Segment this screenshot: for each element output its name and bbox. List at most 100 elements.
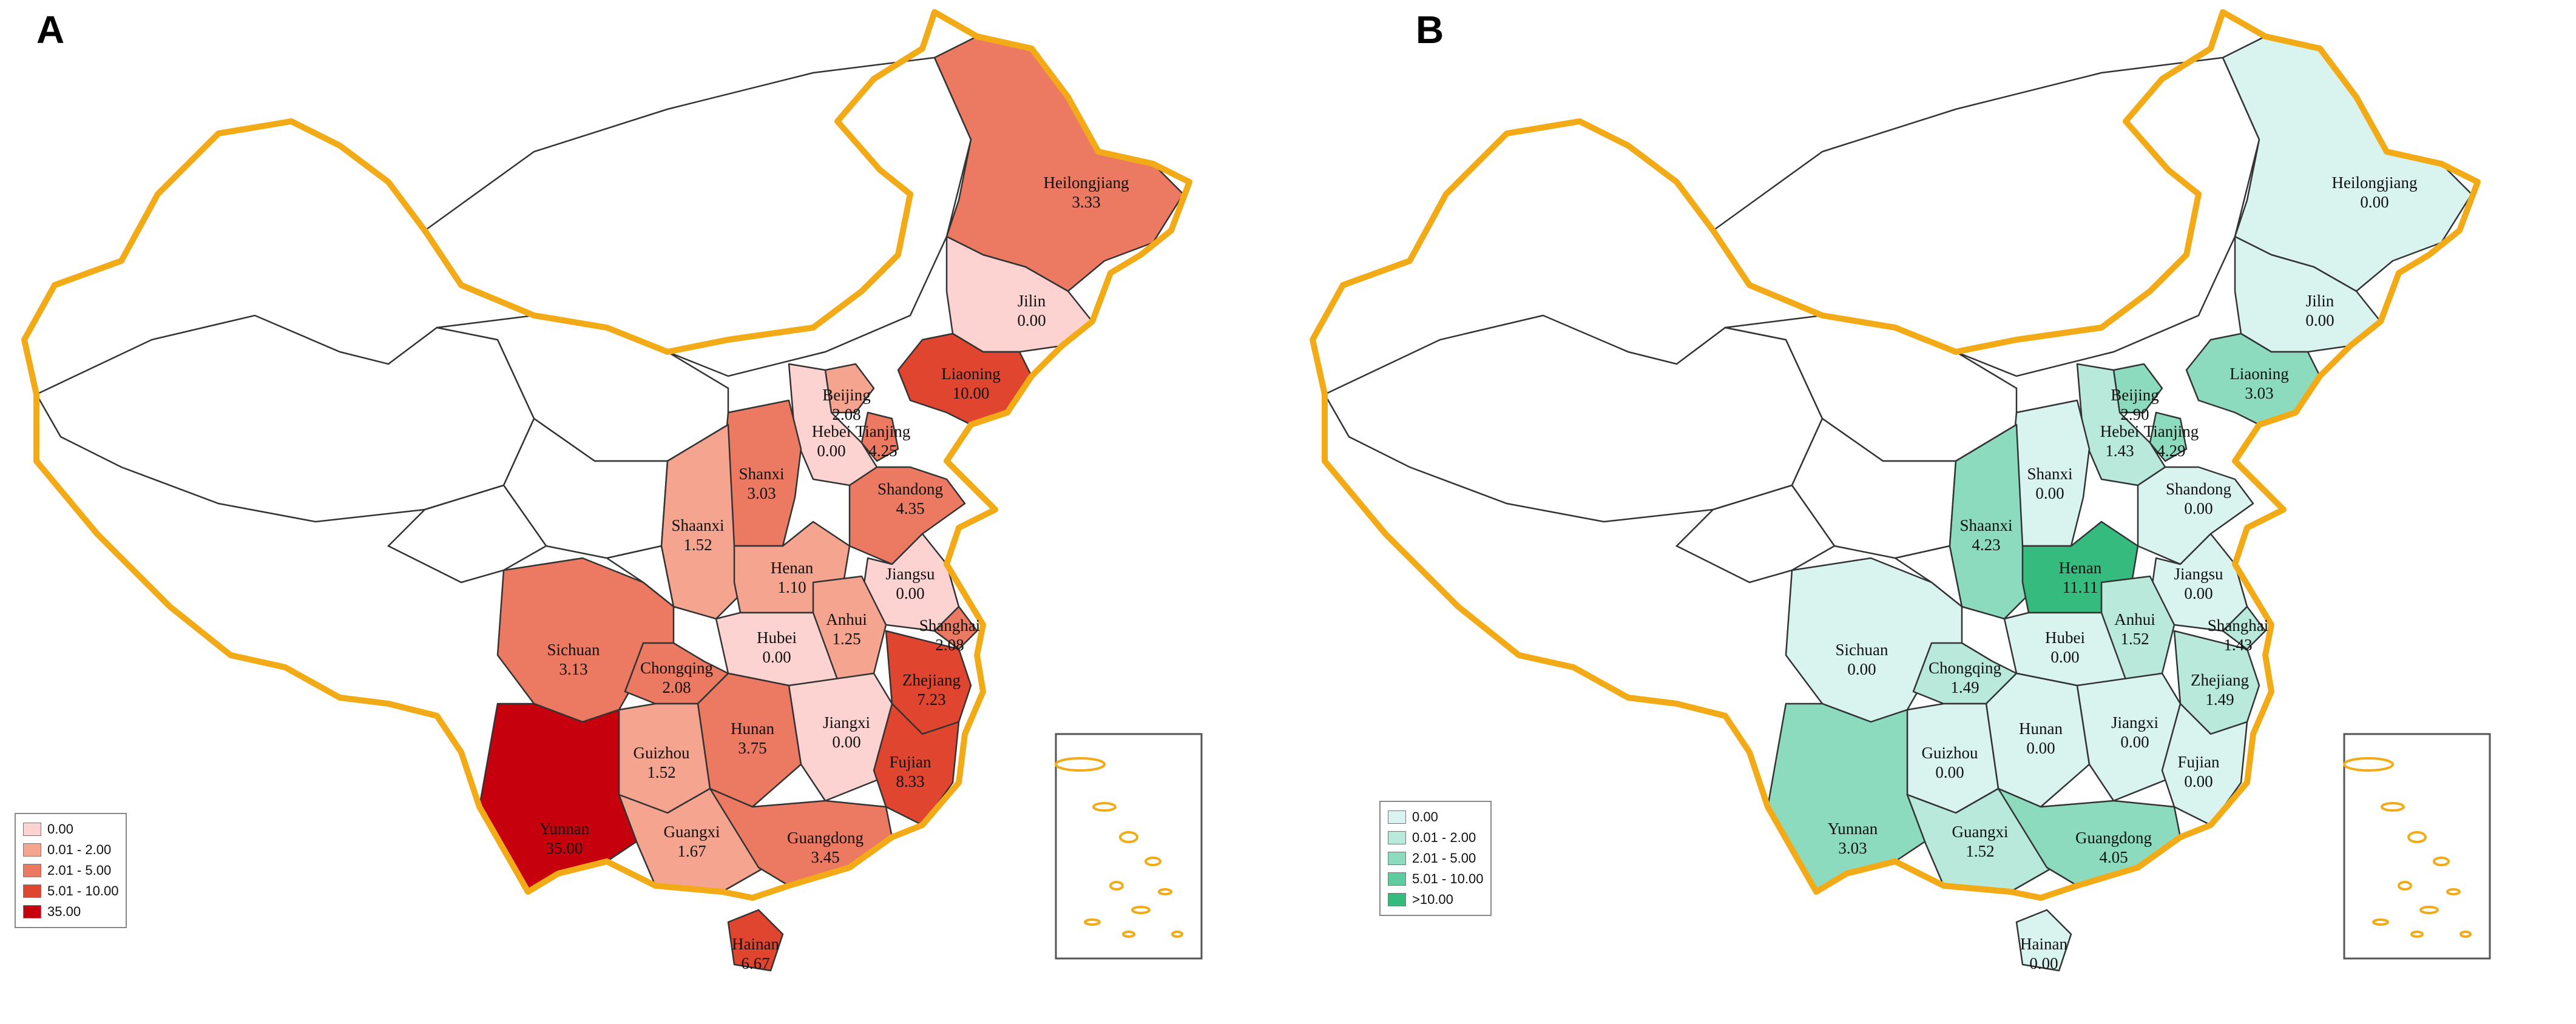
legend-item: 5.01 - 10.00 (23, 881, 118, 901)
province-value-label: 6.67 (741, 954, 769, 972)
province-unshaded (1323, 314, 1824, 523)
panel-letter: A (36, 8, 65, 52)
province-name-label: Beijing (822, 386, 871, 404)
legend-label: 5.01 - 10.00 (47, 883, 119, 898)
province-name-label: Liaoning (2229, 365, 2288, 383)
legend-swatch (23, 884, 41, 898)
province-yunnan (478, 702, 644, 893)
legend-label: 2.01 - 5.00 (47, 863, 112, 878)
province-shaanxi (1949, 423, 2030, 620)
legend-item: 0.01 - 2.00 (23, 840, 118, 860)
province-name-label: Jilin (2306, 292, 2334, 310)
province-value-label: 1.49 (2205, 690, 2234, 709)
province-name-label: Guangxi (1952, 823, 2009, 841)
province-name-label: Shanghai (2208, 616, 2269, 635)
map-legend: 0.00 0.01 - 2.00 2.01 - 5.00 5.01 - 10.0… (1379, 801, 1492, 916)
province-name-label: Hubei (757, 628, 797, 647)
legend-swatch (1388, 810, 1406, 824)
province-name-label: Zhejiang (2191, 671, 2249, 689)
island-outline (2381, 802, 2405, 812)
island-outline (2446, 888, 2461, 895)
legend-swatch (1388, 893, 1406, 906)
province-name-label: Jiangxi (823, 713, 870, 732)
national-border (1310, 9, 2481, 901)
island-outline (1131, 906, 1151, 914)
legend-item: 5.01 - 10.00 (1388, 869, 1483, 889)
province-name-label: Yunnan (1828, 820, 1878, 838)
province-name-label: Anhui (826, 610, 867, 628)
province-name-label: Hubei (2045, 628, 2085, 647)
legend-item: 0.01 - 2.00 (1388, 827, 1483, 848)
province-value-label: 4.35 (896, 499, 924, 517)
province-name-label: Guizhou (634, 744, 690, 762)
legend-item: 0.00 (1388, 807, 1483, 827)
province-name-label: Tianjing (856, 422, 911, 440)
province-name-label: Chongqing (1929, 659, 2001, 677)
province-value-label: 0.00 (762, 648, 791, 666)
province-value-label: 3.13 (559, 660, 587, 678)
province-name-label: Shaanxi (1960, 516, 2013, 534)
island-outline (1171, 931, 1183, 938)
legend-label: 0.00 (1412, 809, 1438, 824)
province-value-label: 0.00 (2184, 772, 2213, 790)
province-value-label: 0.00 (2120, 733, 2149, 751)
island-outline (2398, 881, 2412, 891)
province-value-label: 3.03 (1838, 839, 1867, 857)
province-value-label: 0.00 (832, 733, 860, 751)
province-name-label: Hunan (731, 719, 774, 738)
province-name-label: Shandong (877, 480, 943, 498)
legend-label: 35.00 (47, 904, 81, 919)
legend-swatch (23, 843, 41, 857)
province-shanghai (2222, 605, 2267, 650)
legend-label: 5.01 - 10.00 (1412, 871, 1484, 886)
province-value-label: 2.90 (2120, 405, 2149, 423)
province-value-label: 3.33 (1072, 193, 1100, 211)
province-value-label: 0.00 (896, 584, 924, 602)
province-value-label: 0.00 (1017, 311, 1046, 329)
province-name-label: Yunnan (539, 820, 590, 838)
province-value-label: 8.33 (896, 772, 924, 790)
island-outline (1119, 831, 1138, 843)
legend-item: 0.00 (23, 819, 118, 840)
island-outline (2433, 857, 2450, 866)
province-name-label: Fujian (2177, 753, 2220, 771)
province-value-label: 0.00 (2360, 193, 2388, 211)
province-name-label: Heilongjiang (2332, 173, 2418, 192)
province-value-label: 4.23 (1972, 536, 2000, 554)
province-value-label: 1.43 (2105, 442, 2134, 460)
province-tianjing (2149, 411, 2188, 462)
province-value-label: 3.03 (747, 484, 776, 502)
map-panel-b: B Heilongjiang 0.00 Jilin 0.00 Liaoning 3.03 B… (1288, 0, 2576, 1024)
map-legend: 0.00 0.01 - 2.00 2.01 - 5.00 5.01 - 10.0… (15, 813, 127, 928)
map-panel-a: A Heilongjiang 3.33 Jilin 0.00 Liaoning 10.00… (15, 8, 1203, 972)
province-name-label: Hainan (2020, 935, 2067, 953)
province-value-label: 1.49 (1950, 678, 1979, 696)
province-name-label: Henan (2059, 559, 2102, 577)
province-value-label: 2.08 (662, 678, 691, 696)
province-name-label: Zhejiang (902, 671, 961, 689)
province-shanghai (933, 605, 978, 650)
province-name-label: Sichuan (1836, 641, 1888, 659)
province-value-label: 1.43 (2223, 636, 2252, 654)
province-name-label: Shanxi (2027, 465, 2072, 483)
province-hainan (727, 909, 784, 972)
province-name-label: Guizhou (1922, 744, 1978, 762)
legend-item: 2.01 - 5.00 (23, 860, 118, 881)
province-yunnan (1766, 702, 1933, 893)
province-name-label: Guangdong (2075, 829, 2152, 847)
province-name-label: Hebei (2100, 422, 2139, 440)
province-value-label: 7.23 (917, 690, 945, 709)
legend-swatch (1388, 872, 1406, 886)
national-border (21, 9, 1192, 901)
province-value-label: 0.00 (817, 442, 845, 460)
legend-swatch (23, 864, 41, 877)
province-name-label: Heilongjiang (1044, 173, 1129, 192)
inset-frame (1055, 733, 1203, 960)
province-name-label: Hainan (732, 935, 779, 953)
legend-label: >10.00 (1412, 892, 1453, 907)
province-value-label: 0.00 (1935, 763, 1964, 781)
province-name-label: Jiangsu (2174, 565, 2224, 583)
province-value-label: 0.00 (2029, 954, 2058, 972)
province-value-label: 1.52 (2120, 630, 2149, 648)
province-name-label: Guangxi (664, 823, 720, 841)
